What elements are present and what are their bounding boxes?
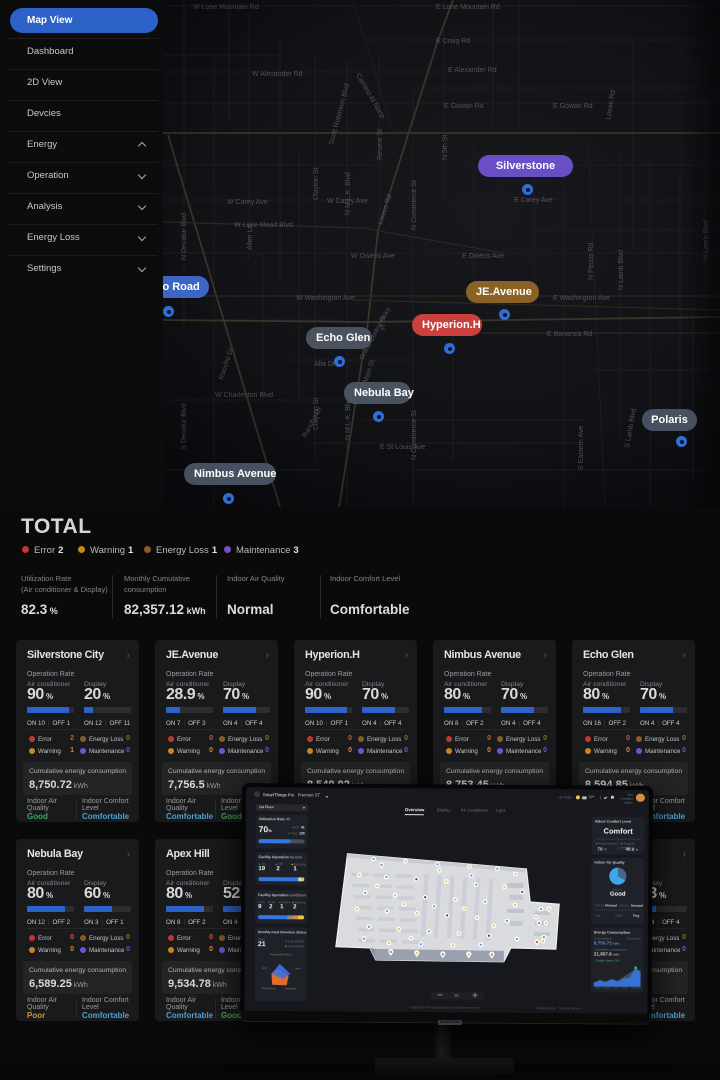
svg-text:12/20: 12/20 xyxy=(631,987,638,989)
svg-text:12/05: 12/05 xyxy=(604,987,611,989)
svg-text:12/25: 12/25 xyxy=(637,987,641,989)
svg-text:Temperature: Temperature xyxy=(261,986,276,990)
svg-text:Recognition failure: Recognition failure xyxy=(270,952,292,956)
svg-text:12/15: 12/15 xyxy=(622,987,629,989)
svg-text:12/01: 12/01 xyxy=(595,986,602,988)
svg-text:VOC: VOC xyxy=(262,966,268,970)
svg-text:12/10: 12/10 xyxy=(613,987,620,989)
svg-text:Device: Device xyxy=(295,966,301,970)
svg-text:Detection: Detection xyxy=(285,986,297,990)
